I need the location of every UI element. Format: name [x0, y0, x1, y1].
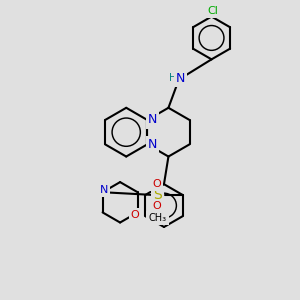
Text: Cl: Cl [208, 6, 218, 16]
Text: S: S [153, 188, 162, 202]
Text: N: N [176, 72, 185, 85]
Text: CH₃: CH₃ [148, 213, 166, 223]
Text: H: H [169, 73, 176, 83]
Text: O: O [153, 201, 161, 211]
Text: N: N [148, 113, 157, 127]
Text: N: N [148, 138, 157, 151]
Text: O: O [131, 210, 140, 220]
Text: N: N [100, 185, 108, 195]
Text: O: O [153, 178, 161, 189]
